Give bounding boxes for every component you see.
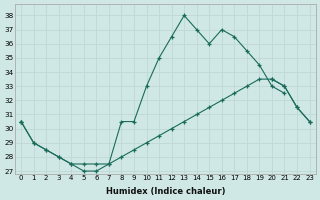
X-axis label: Humidex (Indice chaleur): Humidex (Indice chaleur) <box>106 187 225 196</box>
